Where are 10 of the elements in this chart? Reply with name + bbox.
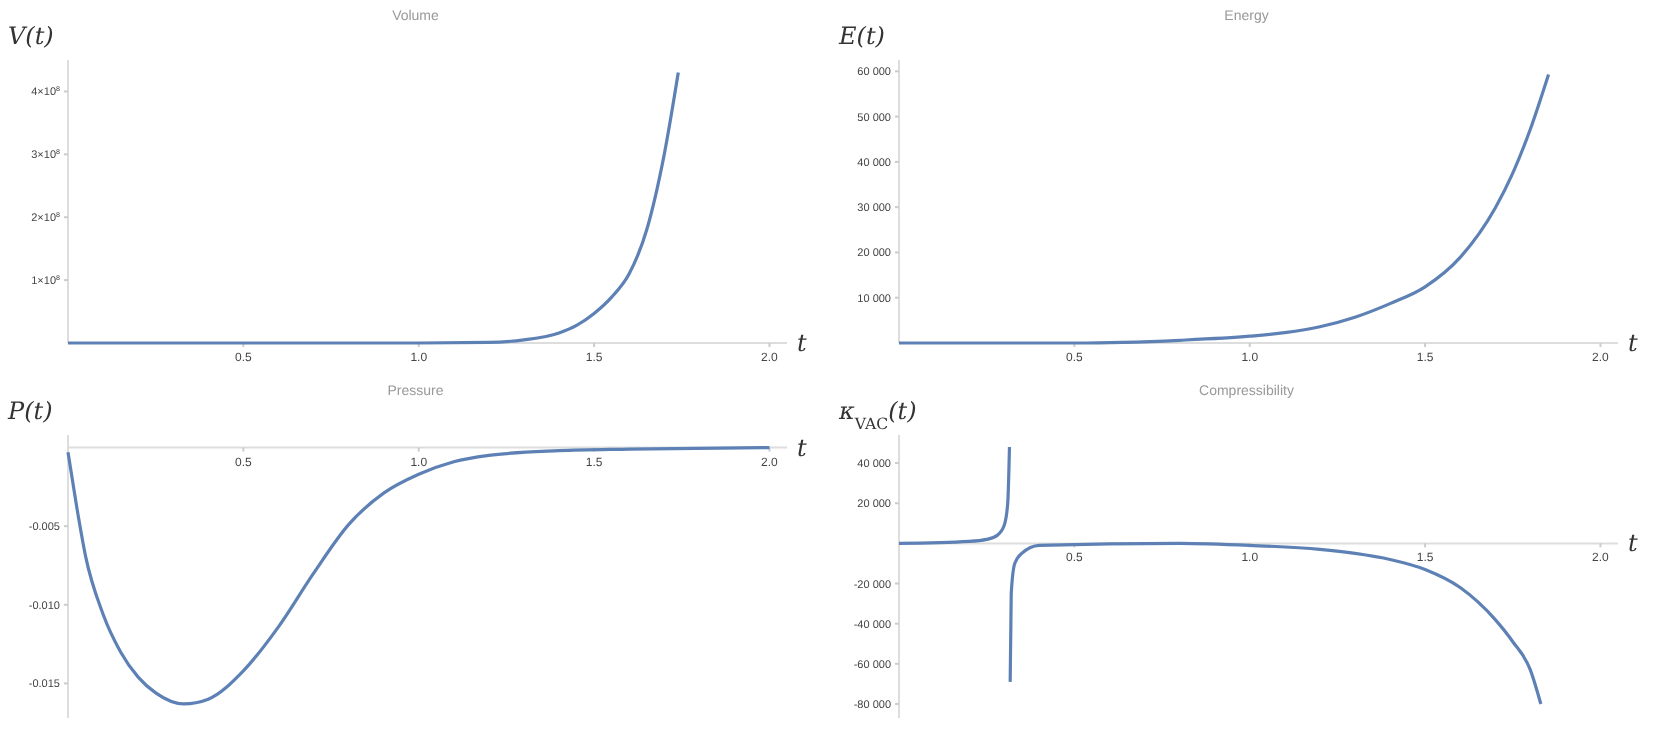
x-axis-title: t (797, 329, 807, 357)
x-axis-title: t (797, 433, 807, 462)
line-series (66, 70, 680, 345)
line-series (897, 72, 1551, 345)
y-axis-title: V(t) (8, 22, 55, 50)
x-axis-title: t (1628, 329, 1638, 357)
y-axis-title: κ$_{VAC}$(t) (837, 397, 918, 432)
y-axis-title: P(t) (6, 397, 54, 425)
x-axis-title: t (1628, 529, 1638, 558)
y-axis-title: E(t) (837, 22, 886, 50)
